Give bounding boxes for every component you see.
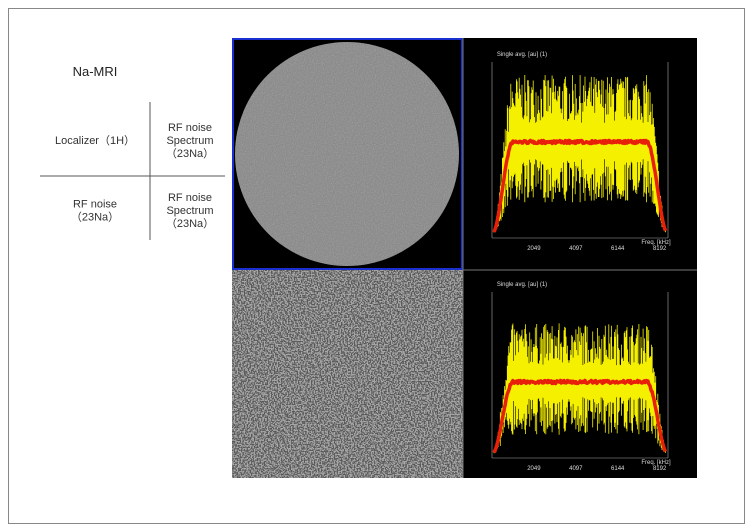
x-tick-label: 4097 [569, 466, 583, 472]
x-tick-label: 8192 [653, 246, 667, 252]
legend-label: Spectrum [166, 135, 213, 147]
x-tick-label: 6144 [611, 466, 625, 472]
x-tick-label: 4097 [569, 246, 583, 252]
legend-label: （23Na） [166, 217, 214, 230]
slide: Na-MRI Localizer（1H） RF noiseSpectrum（23… [0, 0, 753, 532]
legend-label: Localizer（1H） [55, 134, 135, 147]
y-label: Single avg. [au] (1) [497, 282, 547, 288]
y-label: Single avg. [au] (1) [497, 52, 547, 58]
x-tick-label: 2049 [527, 246, 541, 252]
x-tick-label: 8192 [653, 466, 667, 472]
legend-label: RF noise [168, 192, 212, 204]
x-tick-label: 6144 [611, 246, 625, 252]
noise-texture [232, 270, 463, 478]
legend-label: Spectrum [166, 205, 213, 217]
title: Na-MRI [73, 64, 118, 79]
legend-label: （23Na） [71, 211, 119, 224]
legend-label: （23Na） [166, 147, 214, 160]
x-tick-label: 2049 [527, 466, 541, 472]
legend-label: RF noise [73, 199, 117, 211]
legend-label: RF noise [168, 122, 212, 134]
